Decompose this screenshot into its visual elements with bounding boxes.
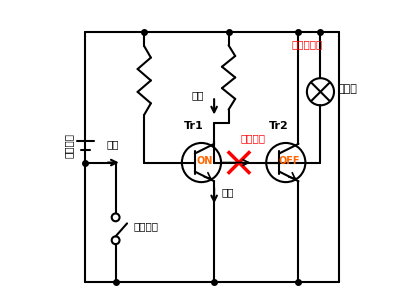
Text: 電流: 電流 xyxy=(107,139,119,149)
Text: 点灯しない: 点灯しない xyxy=(291,40,323,50)
Text: 電流: 電流 xyxy=(191,90,204,100)
Text: スイッチ: スイッチ xyxy=(134,221,159,231)
Text: バッテリ: バッテリ xyxy=(64,133,74,158)
Text: 流れない: 流れない xyxy=(240,133,265,143)
Text: OFF: OFF xyxy=(278,156,300,166)
Text: Tr1: Tr1 xyxy=(184,121,204,131)
Text: Tr2: Tr2 xyxy=(268,121,288,131)
Text: ON: ON xyxy=(196,156,213,166)
Text: 電流: 電流 xyxy=(222,188,234,198)
Text: ランプ: ランプ xyxy=(337,84,357,94)
